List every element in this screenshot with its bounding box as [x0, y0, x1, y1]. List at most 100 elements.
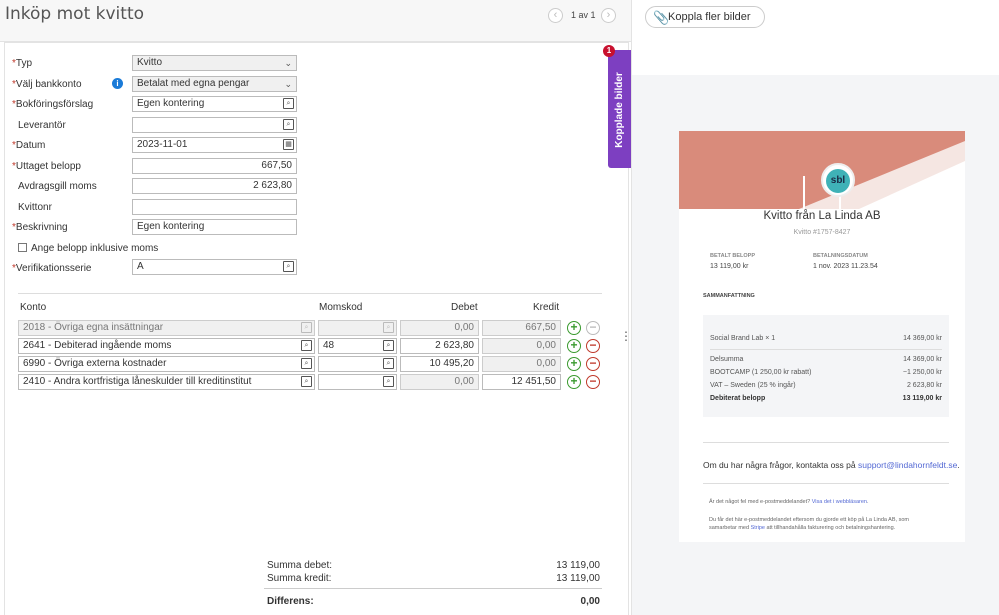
divider — [703, 442, 949, 443]
calendar-icon[interactable]: ▦ — [283, 139, 294, 150]
contact-text: Om du har några frågor, kontakta oss på … — [703, 460, 960, 470]
divider — [264, 588, 602, 589]
summa-kredit-value: 13 119,00 — [556, 573, 600, 584]
lookup-icon[interactable]: ⌕ — [383, 376, 394, 387]
bokforing-input[interactable]: Egen kontering ⌕ — [132, 96, 297, 112]
receipt-header-graphic — [679, 131, 965, 211]
divider — [18, 293, 602, 294]
lookup-icon: ⌕ — [383, 322, 394, 333]
add-row-button[interactable]: + — [567, 321, 581, 335]
header-bar — [0, 0, 631, 42]
summa-kredit-label: Summa kredit: — [267, 573, 332, 584]
col-kredit-header: Kredit — [533, 302, 560, 313]
page-title: Inköp mot kvitto — [5, 4, 145, 24]
col-momskod-header: Momskod — [319, 302, 363, 313]
discount-label: BOOTCAMP (1 250,00 kr rabatt) — [710, 369, 812, 376]
table-row-momskod[interactable]: 48 ⌕ — [318, 338, 397, 354]
beskrivning-label: *Beskrivning — [12, 222, 68, 233]
next-page-button[interactable]: › — [601, 8, 616, 23]
paid-label: BETALT BELOPP — [710, 253, 756, 259]
summa-debet-label: Summa debet: — [267, 560, 333, 571]
chevron-down-icon: ⌄ — [284, 58, 292, 68]
inkl-moms-label: Ange belopp inklusive moms — [31, 243, 159, 254]
differens-value: 0,00 — [580, 596, 600, 607]
table-row-kredit[interactable]: 0,00 — [482, 338, 561, 354]
receipt-title: Kvitto från La Linda AB — [763, 210, 881, 222]
uttaget-label: *Uttaget belopp — [12, 161, 81, 172]
table-row-konto[interactable]: 6990 - Övriga externa kostnader ⌕ — [18, 356, 315, 372]
logo: sbl — [821, 163, 855, 197]
table-row-kredit[interactable]: 0,00 — [482, 356, 561, 372]
remove-row-button: − — [586, 321, 600, 335]
avdrag-input[interactable]: 2 623,80 — [132, 178, 297, 194]
table-row-debet[interactable]: 0,00 — [400, 374, 479, 390]
table-row-debet[interactable]: 10 495,20 — [400, 356, 479, 372]
table-row-debet[interactable]: 2 623,80 — [400, 338, 479, 354]
summary-box: Social Brand Lab × 1 14 369,00 kr Delsum… — [703, 315, 949, 417]
table-row-konto[interactable]: 2410 - Andra kortfristiga låneskulder ti… — [18, 374, 315, 390]
add-row-button[interactable]: + — [567, 339, 581, 353]
date-value: 1 nov. 2023 11.23.54 — [813, 263, 878, 270]
leverantor-input[interactable]: ⌕ — [132, 117, 297, 133]
paid-value: 13 119,00 kr — [710, 263, 749, 270]
lookup-icon[interactable]: ⌕ — [283, 119, 294, 130]
charged-label: Debiterat belopp — [710, 395, 766, 402]
summary-label: SAMMANFATTNING — [703, 293, 755, 299]
typ-select[interactable]: Kvitto ⌄ — [132, 55, 297, 71]
summa-debet-value: 13 119,00 — [556, 560, 600, 571]
notification-badge: 1 — [603, 45, 615, 57]
inkl-moms-checkbox[interactable] — [18, 243, 27, 252]
drag-handle-icon[interactable]: ⋮⋮ — [620, 330, 643, 353]
attach-images-button[interactable]: 📎 Koppla fler bilder — [645, 6, 765, 28]
remove-row-button[interactable]: − — [586, 375, 600, 389]
footer-text-1: Är det något fel med e-postmeddelandet? … — [709, 499, 869, 505]
vat-label: VAT – Sweden (25 % ingår) — [710, 382, 796, 389]
verserie-label: *Verifikationsserie — [12, 263, 92, 274]
lookup-icon[interactable]: ⌕ — [283, 261, 294, 272]
lookup-icon[interactable]: ⌕ — [301, 376, 312, 387]
subtotal-value: 14 369,00 kr — [903, 356, 942, 363]
footer-text-2: Du får det här e-postmeddelandet efterso… — [709, 517, 909, 531]
table-row-debet: 0,00 — [400, 320, 479, 336]
lookup-icon[interactable]: ⌕ — [301, 340, 312, 351]
typ-label: *Typ — [12, 58, 33, 69]
add-row-button[interactable]: + — [567, 357, 581, 371]
table-row-kredit[interactable]: 12 451,50 — [482, 374, 561, 390]
item-name: Social Brand Lab × 1 — [710, 335, 776, 342]
item-value: 14 369,00 kr — [903, 335, 942, 342]
bankkonto-select[interactable]: Betalat med egna pengar ⌄ — [132, 76, 297, 92]
datum-input[interactable]: 2023-11-01 ▦ — [132, 137, 297, 153]
date-label: BETALNINGSDATUM — [813, 253, 868, 259]
lookup-icon[interactable]: ⌕ — [301, 358, 312, 369]
datum-label: *Datum — [12, 140, 46, 151]
kvittonr-input[interactable] — [132, 199, 297, 215]
discount-value: −1 250,00 kr — [902, 369, 942, 376]
leverantor-label: Leverantör — [18, 120, 66, 131]
chevron-left-icon: ‹ — [553, 9, 558, 21]
subtotal-label: Delsumma — [710, 356, 744, 363]
bankkonto-label: *Välj bankkonto — [12, 79, 82, 90]
avdrag-label: Avdragsgill moms — [18, 181, 97, 192]
table-row-momskod[interactable]: ⌕ — [318, 374, 397, 390]
divider — [703, 483, 949, 484]
chevron-down-icon: ⌄ — [284, 79, 292, 89]
table-row-konto[interactable]: 2641 - Debiterad ingående moms ⌕ — [18, 338, 315, 354]
prev-page-button[interactable]: ‹ — [548, 8, 563, 23]
lookup-icon[interactable]: ⌕ — [383, 358, 394, 369]
info-icon[interactable]: i — [112, 78, 123, 89]
table-row-momskod[interactable]: ⌕ — [318, 356, 397, 372]
lookup-icon[interactable]: ⌕ — [383, 340, 394, 351]
chevron-right-icon: › — [606, 9, 611, 21]
table-row-kredit: 667,50 — [482, 320, 561, 336]
lookup-icon: ⌕ — [301, 322, 312, 333]
verserie-input[interactable]: A ⌕ — [132, 259, 297, 275]
remove-row-button[interactable]: − — [586, 357, 600, 371]
add-row-button[interactable]: + — [567, 375, 581, 389]
col-debet-header: Debet — [451, 302, 478, 313]
lookup-icon[interactable]: ⌕ — [283, 98, 294, 109]
linked-images-label: Kopplade bilder — [614, 72, 625, 148]
linked-images-tab[interactable]: Kopplade bilder — [608, 50, 631, 168]
uttaget-input[interactable]: 667,50 — [132, 158, 297, 174]
remove-row-button[interactable]: − — [586, 339, 600, 353]
beskrivning-input[interactable]: Egen kontering — [132, 219, 297, 235]
